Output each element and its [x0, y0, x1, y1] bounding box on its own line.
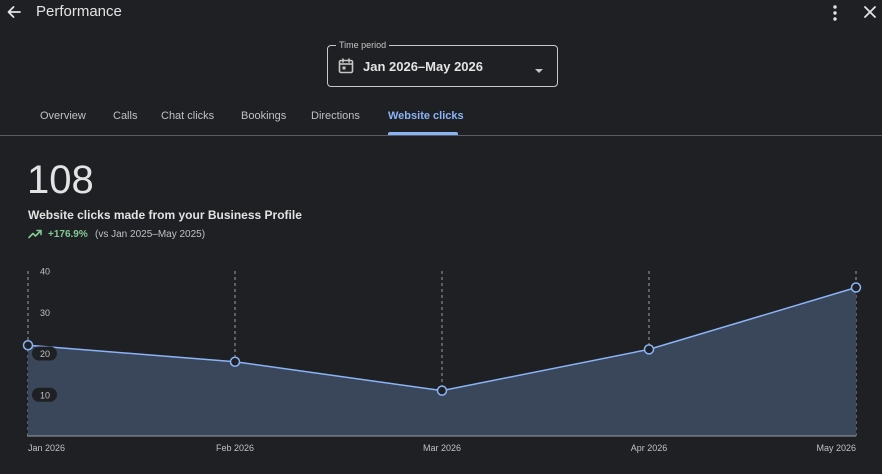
time-period-select[interactable]: Time period Jan 2026–May 2026	[327, 39, 558, 87]
y-tick-label: 20	[40, 349, 50, 359]
y-tick-pill	[32, 346, 57, 361]
chart-data-point	[643, 344, 655, 355]
chart-area	[28, 287, 856, 436]
close-icon[interactable]	[861, 3, 879, 21]
arrow-back-icon[interactable]	[4, 2, 24, 22]
y-tick-label: 30	[40, 308, 50, 318]
trend-change: +176.9%	[48, 229, 88, 240]
chart-data-point	[22, 340, 34, 351]
y-tick-pill	[32, 387, 57, 402]
x-tick-label: Apr 2026	[631, 443, 668, 453]
tab-directions[interactable]: Directions	[311, 110, 360, 122]
y-tick-label: 40	[40, 267, 50, 277]
tab-chat-clicks[interactable]: Chat clicks	[161, 110, 215, 122]
chart-data-point	[850, 282, 862, 293]
y-tick-label: 10	[40, 390, 50, 400]
active-tab-indicator	[388, 132, 458, 135]
tab-calls[interactable]: Calls	[113, 110, 138, 122]
top-bar: Performance	[0, 0, 882, 26]
x-tick-label: May 2026	[816, 443, 856, 453]
time-period-label: Time period	[336, 39, 390, 51]
y-tick-pill	[32, 264, 57, 278]
more-vert-icon[interactable]	[826, 2, 844, 22]
x-tick-label: Feb 2026	[216, 443, 254, 453]
time-period-value: Jan 2026–May 2026	[363, 59, 483, 74]
metric-total: 108	[27, 158, 94, 202]
page-title: Performance	[36, 3, 122, 20]
calendar-icon	[337, 57, 355, 75]
chart-data-point	[436, 385, 448, 396]
trending-up-icon	[28, 229, 42, 239]
dropdown-arrow-icon	[534, 62, 544, 73]
trend-comparison: (vs Jan 2025–May 2025)	[95, 229, 206, 240]
metric-description: Website clicks made from your Business P…	[28, 208, 302, 222]
tab-website-clicks[interactable]: Website clicks	[388, 110, 464, 122]
tab-overview[interactable]: Overview	[40, 110, 86, 122]
y-tick-pill	[32, 305, 57, 320]
x-tick-label: Mar 2026	[423, 443, 461, 453]
chart-data-point	[229, 356, 241, 367]
x-tick-label: Jan 2026	[28, 443, 65, 453]
website-clicks-chart: 10 20 30 40 Jan 2026 Feb 2026 Mar 2026 Apr 2026…	[22, 264, 862, 453]
tab-bookings[interactable]: Bookings	[241, 110, 287, 122]
metric-tabs: Overview Calls Chat clicks Bookings Dire…	[0, 100, 882, 136]
